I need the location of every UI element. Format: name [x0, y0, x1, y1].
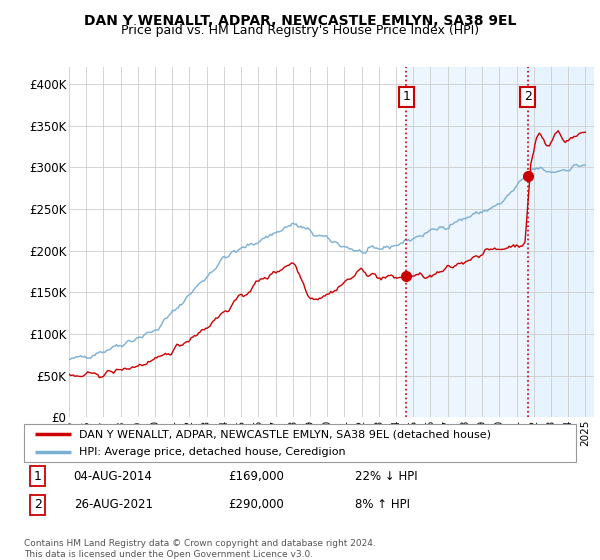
- FancyBboxPatch shape: [24, 424, 576, 462]
- Text: 8% ↑ HPI: 8% ↑ HPI: [355, 498, 410, 511]
- Text: 2: 2: [34, 498, 42, 511]
- Text: 1: 1: [34, 470, 42, 483]
- Bar: [528, 67, 594, 417]
- Text: Price paid vs. HM Land Registry's House Price Index (HPI): Price paid vs. HM Land Registry's House …: [121, 24, 479, 37]
- Text: DAN Y WENALLT, ADPAR, NEWCASTLE EMLYN, SA38 9EL: DAN Y WENALLT, ADPAR, NEWCASTLE EMLYN, S…: [84, 14, 516, 28]
- Text: HPI: Average price, detached house, Ceredigion: HPI: Average price, detached house, Cere…: [79, 447, 346, 457]
- Text: 2: 2: [524, 91, 532, 104]
- Text: 26-AUG-2021: 26-AUG-2021: [74, 498, 152, 511]
- Text: 1: 1: [402, 91, 410, 104]
- Text: 22% ↓ HPI: 22% ↓ HPI: [355, 470, 418, 483]
- Text: DAN Y WENALLT, ADPAR, NEWCASTLE EMLYN, SA38 9EL (detached house): DAN Y WENALLT, ADPAR, NEWCASTLE EMLYN, S…: [79, 429, 491, 439]
- Text: Contains HM Land Registry data © Crown copyright and database right 2024.
This d: Contains HM Land Registry data © Crown c…: [24, 539, 376, 559]
- Text: £169,000: £169,000: [228, 470, 284, 483]
- Bar: [406, 67, 528, 417]
- Text: 04-AUG-2014: 04-AUG-2014: [74, 470, 152, 483]
- Text: £290,000: £290,000: [228, 498, 284, 511]
